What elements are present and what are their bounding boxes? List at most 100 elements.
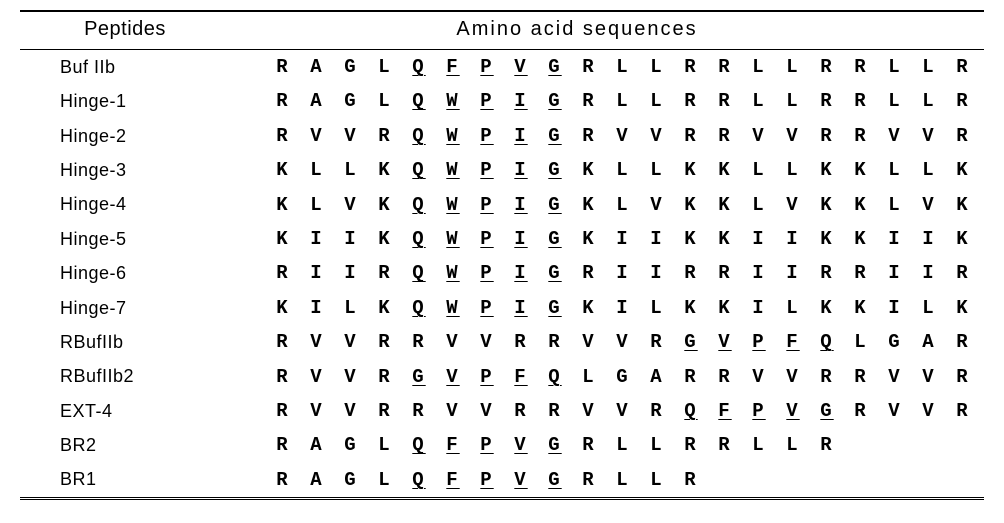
amino-acid-residue: Q [402,86,436,116]
bottom-double-rule [20,497,984,500]
amino-acid-residue: K [810,155,844,185]
amino-acid-sequence: KLVKQWPIGKLVKKLVKKLVK [260,190,984,220]
amino-acid-residue: R [266,430,300,460]
peptide-name: Hinge-1 [20,87,260,116]
amino-acid-sequence: RAGLQFPVGRLLRRLLRRLLR [260,52,984,82]
amino-acid-residue: R [368,362,402,392]
header-peptides: Peptides [20,18,230,41]
amino-acid-residue: K [674,190,708,220]
amino-acid-residue: R [368,327,402,357]
amino-acid-residue: V [300,327,334,357]
amino-acid-residue: I [606,293,640,323]
amino-acid-residue: V [334,121,368,151]
amino-acid-residue: F [436,430,470,460]
peptide-name: BR1 [20,465,260,494]
amino-acid-residue: I [606,224,640,254]
amino-acid-residue: L [572,362,606,392]
amino-acid-residue: R [844,362,878,392]
amino-acid-residue: G [878,327,912,357]
amino-acid-residue: K [572,155,606,185]
amino-acid-residue: L [606,86,640,116]
amino-acid-residue: V [300,121,334,151]
amino-acid-residue: P [470,465,504,495]
peptide-name: Buf IIb [20,53,260,82]
amino-acid-residue: L [776,293,810,323]
amino-acid-residue: G [538,52,572,82]
amino-acid-residue: K [572,293,606,323]
amino-acid-residue: R [538,327,572,357]
amino-acid-sequence: RVVRRVVRRVVRQFPVGRVVR [260,396,984,426]
amino-acid-residue: G [674,327,708,357]
table-row: RBufIIb2RVVRGVPFQLGARRVVRRVVR [20,360,984,394]
amino-acid-residue: V [334,190,368,220]
amino-acid-residue: L [640,465,674,495]
amino-acid-residue: G [810,396,844,426]
amino-acid-residue: G [538,224,572,254]
amino-acid-residue: L [606,465,640,495]
amino-acid-residue: K [810,224,844,254]
amino-acid-residue: L [334,155,368,185]
amino-acid-residue: Q [402,224,436,254]
amino-acid-residue: V [300,396,334,426]
amino-acid-residue: I [776,258,810,288]
amino-acid-residue: G [402,362,436,392]
amino-acid-residue: L [776,430,810,460]
amino-acid-residue: L [878,86,912,116]
amino-acid-residue: W [436,155,470,185]
amino-acid-residue: K [946,155,980,185]
amino-acid-residue: R [946,396,980,426]
amino-acid-residue: V [776,121,810,151]
peptide-name: BR2 [20,431,260,460]
amino-acid-residue: K [708,155,742,185]
amino-acid-residue: G [538,155,572,185]
table-row: Hinge-4KLVKQWPIGKLVKKLVKKLVK [20,188,984,222]
amino-acid-residue: V [436,362,470,392]
amino-acid-sequence: RAGLQFPVGRLLR [260,465,984,495]
amino-acid-residue: P [742,396,776,426]
amino-acid-residue: Q [402,430,436,460]
amino-acid-residue: I [504,224,538,254]
amino-acid-residue: I [878,258,912,288]
amino-acid-residue: G [538,86,572,116]
amino-acid-residue: V [504,465,538,495]
peptide-name: Hinge-5 [20,225,260,254]
amino-acid-sequence: KIIKQWPIGKIIKKIIKKIIK [260,224,984,254]
amino-acid-residue: L [368,86,402,116]
amino-acid-residue: R [708,52,742,82]
amino-acid-residue: V [776,362,810,392]
amino-acid-residue: A [300,86,334,116]
amino-acid-residue: R [572,258,606,288]
amino-acid-sequence: RAGLQWPIGRLLRRLLRRLLR [260,86,984,116]
amino-acid-residue: K [572,190,606,220]
amino-acid-residue: R [368,258,402,288]
amino-acid-residue: I [606,258,640,288]
amino-acid-residue: K [708,190,742,220]
amino-acid-residue: V [606,396,640,426]
amino-acid-residue: P [470,190,504,220]
amino-acid-residue: P [470,224,504,254]
amino-acid-residue: K [674,293,708,323]
header-sequences: Amino acid sequences [230,18,984,41]
peptide-name: Hinge-6 [20,259,260,288]
amino-acid-residue: L [606,430,640,460]
amino-acid-residue: V [334,362,368,392]
amino-acid-residue: K [674,224,708,254]
amino-acid-residue: R [708,86,742,116]
amino-acid-residue: G [334,430,368,460]
amino-acid-residue: G [538,293,572,323]
amino-acid-residue: Q [402,121,436,151]
amino-acid-residue: A [300,465,334,495]
amino-acid-residue: R [572,52,606,82]
amino-acid-residue: R [810,121,844,151]
amino-acid-residue: I [878,224,912,254]
amino-acid-residue: L [640,86,674,116]
amino-acid-residue: R [946,258,980,288]
amino-acid-residue: K [946,190,980,220]
table-row: Hinge-7KILKQWPIGKILKKILKKILK [20,291,984,325]
amino-acid-residue: P [742,327,776,357]
peptide-name: Hinge-3 [20,156,260,185]
amino-acid-residue: R [674,86,708,116]
amino-acid-sequence: KLLKQWPIGKLLKKLLKKLLK [260,155,984,185]
amino-acid-residue: L [742,86,776,116]
amino-acid-residue: R [266,86,300,116]
